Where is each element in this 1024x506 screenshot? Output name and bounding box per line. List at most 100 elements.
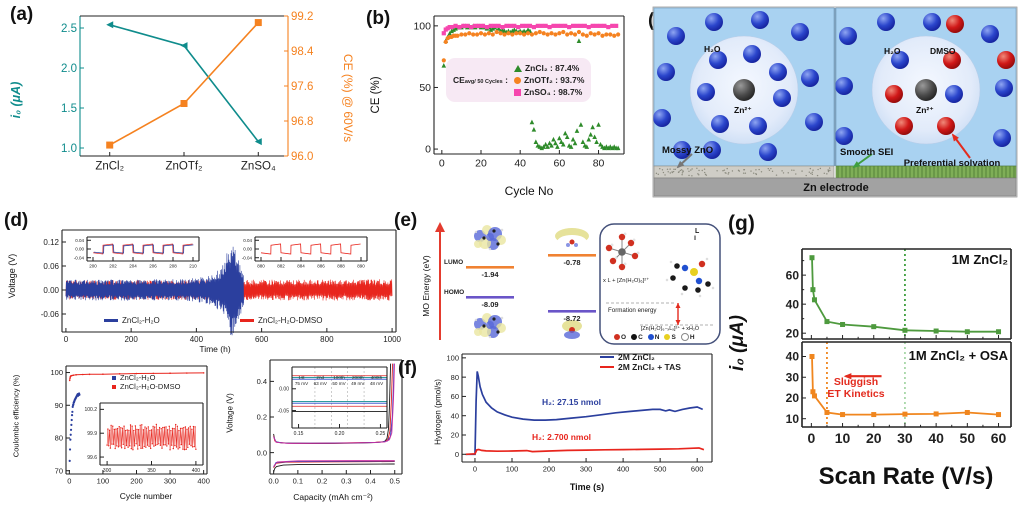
svg-text:0.5: 0.5 — [390, 477, 400, 486]
scan-rate-chart-bottom: 0 10 20 30 40 50 60 10 20 30 40 — [786, 341, 1012, 446]
atom-h: H — [680, 333, 695, 341]
svg-text:200: 200 — [130, 477, 143, 486]
svg-text:0.0: 0.0 — [257, 448, 267, 457]
mo-energy-diagram — [435, 222, 721, 345]
ce-ylabel: Coulombic efficiency (%) — [11, 374, 21, 458]
svg-text:0.1: 0.1 — [293, 477, 303, 486]
svg-text:1.0: 1.0 — [61, 143, 77, 155]
overpotential-col: 200th 49 mV — [351, 375, 365, 386]
svg-text:20: 20 — [786, 326, 800, 340]
svg-text:0.15: 0.15 — [294, 431, 304, 437]
svg-text:100: 100 — [446, 353, 459, 362]
formation-energy-label: Formation energy — [608, 307, 657, 314]
svg-text:10: 10 — [786, 412, 800, 426]
ce-xlabel: Cycle number — [119, 491, 173, 501]
svg-text:50: 50 — [960, 430, 976, 446]
exchange-current-ylabel: i₀ (μA) — [727, 315, 748, 371]
svg-text:0.12: 0.12 — [43, 238, 59, 247]
triangle-marker-icon — [513, 64, 522, 72]
lumo-right-value: -0.78 — [563, 258, 581, 267]
atom-n: N — [647, 334, 659, 341]
atom-s: S — [664, 334, 676, 341]
svg-text:ZnSO₄: ZnSO₄ — [241, 161, 276, 173]
smooth-sei-label: Smooth SEI — [840, 147, 894, 158]
legend-item-znso4: ZnSO₄ : 98.7% — [513, 87, 584, 97]
svg-text:0.00: 0.00 — [243, 247, 252, 252]
svg-text:880: 880 — [257, 264, 265, 269]
svg-text:40: 40 — [786, 297, 800, 311]
svg-text:20: 20 — [475, 158, 487, 170]
blue-line-icon — [600, 355, 614, 359]
svg-text:100: 100 — [506, 465, 519, 474]
legend-item-zncl2: ZnCl₂ : 87.4% — [513, 63, 584, 73]
homo-right-value: -8.72 — [563, 314, 581, 323]
svg-text:400: 400 — [617, 465, 630, 474]
voltage-legend-red: ZnCl₂-H₂O-DMSO — [240, 316, 322, 325]
svg-text:0.4: 0.4 — [365, 477, 375, 486]
svg-text:40: 40 — [786, 350, 800, 364]
svg-text:400: 400 — [197, 477, 210, 486]
svg-text:100: 100 — [413, 21, 431, 33]
overpotential-col: 100th 50 mV — [332, 375, 346, 386]
svg-text:60: 60 — [991, 430, 1007, 446]
svg-text:886: 886 — [317, 264, 325, 269]
h2o-label-right: H₂O — [884, 46, 901, 56]
h2o-label-left: H₂O — [704, 44, 721, 54]
svg-text:890: 890 — [357, 264, 365, 269]
panel-a-ylabel-left: i₀ (μA) — [9, 81, 23, 119]
coulombic-efficiency-chart: 0 100 200 300 400 70 80 90 100 — [50, 365, 210, 486]
panel-b-legend: CEavg/ 50 Cycles : ZnCl₂ : 87.4% ZnOTf₂ … — [446, 58, 592, 102]
svg-text:30: 30 — [786, 370, 800, 384]
svg-text:0.0: 0.0 — [268, 477, 278, 486]
svg-text:1000: 1000 — [383, 335, 401, 344]
svg-text:0: 0 — [67, 477, 71, 486]
svg-text:300: 300 — [580, 465, 593, 474]
red-line-icon — [240, 319, 254, 322]
panel-g: (g) i₀ (μA) 20 40 60 0 10 20 30 40 50 60 10 20 30 40… — [720, 208, 1024, 506]
svg-text:600: 600 — [255, 335, 269, 344]
svg-text:0.06: 0.06 — [43, 262, 59, 271]
svg-text:0: 0 — [455, 450, 459, 459]
atom-legend: O C N S H — [614, 333, 695, 341]
hydrogen-chart: 0 100 200 300 400 500 600 0 20 40 60 80 100 — [446, 353, 713, 474]
svg-text:0.25: 0.25 — [376, 431, 386, 437]
svg-text:100: 100 — [97, 477, 110, 486]
solvation-schematic — [652, 6, 1018, 198]
blue-line-icon — [104, 319, 118, 322]
panel-e: (e) MO Energy (eV) LUMO HOMO -1.94 -8.09… — [388, 208, 724, 354]
svg-text:10: 10 — [835, 430, 851, 446]
svg-text:300: 300 — [103, 468, 112, 474]
products-formula: [Zn(H₂O)₆₋ₓLₓ]²⁺ + xH₂O — [640, 326, 700, 332]
svg-text:20: 20 — [786, 391, 800, 405]
overpotential-col: 400th 48 mV — [369, 375, 384, 386]
square-marker-icon — [513, 88, 521, 96]
svg-text:60: 60 — [554, 158, 566, 170]
scan-rate-chart-top: 20 40 60 — [786, 248, 1012, 340]
hydrogen-xlabel: Time (s) — [569, 482, 605, 492]
svg-text:20: 20 — [866, 430, 882, 446]
svg-text:100: 100 — [50, 368, 63, 377]
zn-electrode-label: Zn electrode — [803, 182, 869, 194]
svg-text:0.3: 0.3 — [341, 477, 351, 486]
svg-text:-0.04: -0.04 — [74, 255, 85, 260]
panel-d-label: (d) — [4, 210, 29, 231]
svg-text:0.2: 0.2 — [317, 477, 327, 486]
hydrogen-legend: 2M ZnCl₂ 2M ZnCl₂ + TAS — [600, 352, 681, 372]
svg-text:202: 202 — [109, 264, 117, 269]
zncl2-series-label: 1M ZnCl₂ — [951, 252, 1008, 267]
svg-text:96.8: 96.8 — [291, 116, 313, 128]
panel-d: (d) Voltage (V) 0 200 400 600 800 1000 -0.06 0.… — [0, 210, 412, 506]
svg-text:0: 0 — [439, 158, 445, 170]
svg-text:200: 200 — [124, 335, 138, 344]
panel-f-label: (f) — [398, 358, 417, 379]
panel-f: (f) Hydrogen (pmol/s) 0 100 200 300 400 500 60… — [392, 344, 722, 506]
capacity-inset-labels: 1st 75 mV 2nd 63 mV 100th 50 mV 200th 49 mV … — [293, 375, 385, 386]
svg-text:60: 60 — [451, 392, 459, 401]
panel-b: (b) CE (%) 0 20 40 60 80 0 50 100 CEavg/ 50 Cyc… — [360, 0, 648, 206]
svg-text:40: 40 — [928, 430, 944, 446]
svg-text:-0.04: -0.04 — [242, 255, 253, 260]
svg-text:99.9: 99.9 — [87, 431, 97, 437]
legend-item-znotf2: ZnOTf₂ : 93.7% — [513, 75, 584, 85]
mo-energy-ylabel: MO Energy (eV) — [421, 255, 431, 317]
